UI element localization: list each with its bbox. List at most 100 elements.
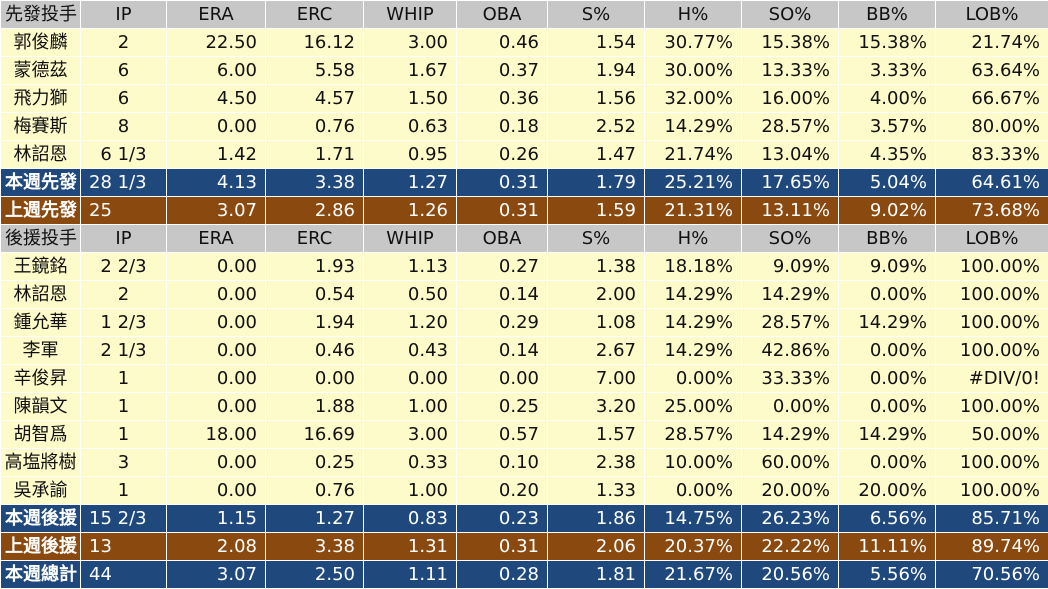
stat-cell-whip: 0.63 — [364, 113, 457, 141]
stat-cell-oba: 0.10 — [457, 449, 548, 477]
stat-cell-whip: 3.00 — [364, 29, 457, 57]
stat-cell-so-pct: 26.23% — [742, 505, 839, 533]
stat-cell-oba: 0.31 — [457, 169, 548, 197]
stat-cell-bb-pct: 3.57% — [839, 113, 936, 141]
stat-cell-oba: 0.29 — [457, 309, 548, 337]
stat-cell-s-pct: 1.38 — [548, 253, 645, 281]
stat-cell-bb-pct: 5.56% — [839, 561, 936, 589]
pitcher-name: 上週先發 — [1, 197, 81, 225]
stat-cell-so-pct: 22.22% — [742, 533, 839, 561]
stat-cell-h-pct: 10.00% — [645, 449, 742, 477]
stat-cell-h-pct: 0.00% — [645, 477, 742, 505]
stat-cell-whip: 1.20 — [364, 309, 457, 337]
stat-cell-so-pct: 0.00% — [742, 393, 839, 421]
stat-cell-oba: 0.46 — [457, 29, 548, 57]
stat-cell-so-pct: 20.00% — [742, 477, 839, 505]
stat-cell-erc: 16.12 — [266, 29, 364, 57]
stat-cell-so-pct: 17.65% — [742, 169, 839, 197]
stat-cell-s-pct: 3.20 — [548, 393, 645, 421]
stat-cell-lob-pct: 21.74% — [936, 29, 1048, 57]
stat-cell-bb-pct: 0.00% — [839, 393, 936, 421]
stat-cell-ip: 1 — [81, 365, 167, 393]
stat-cell-whip: 1.67 — [364, 57, 457, 85]
stat-cell-h-pct: 14.29% — [645, 113, 742, 141]
stat-cell-h-pct: 30.00% — [645, 57, 742, 85]
stat-cell-bb-pct: 0.00% — [839, 449, 936, 477]
stat-cell-lob-pct: #DIV/0! — [936, 365, 1048, 393]
stat-cell-so-pct: 13.04% — [742, 141, 839, 169]
stat-cell-ip: 8 — [81, 113, 167, 141]
column-header-3: WHIP — [364, 1, 457, 29]
column-header-5: S% — [548, 225, 645, 253]
stat-cell-s-pct: 1.59 — [548, 197, 645, 225]
stat-cell-h-pct: 21.67% — [645, 561, 742, 589]
stat-cell-so-pct: 13.33% — [742, 57, 839, 85]
column-header-9: LOB% — [936, 225, 1048, 253]
column-header-1: ERA — [167, 225, 266, 253]
stat-cell-era: 0.00 — [167, 113, 266, 141]
stat-cell-oba: 0.31 — [457, 197, 548, 225]
stat-cell-era: 6.00 — [167, 57, 266, 85]
stat-cell-s-pct: 2.38 — [548, 449, 645, 477]
stat-cell-whip: 1.11 — [364, 561, 457, 589]
column-header-7: SO% — [742, 225, 839, 253]
stat-cell-erc: 1.71 — [266, 141, 364, 169]
stat-cell-whip: 0.50 — [364, 281, 457, 309]
stat-cell-erc: 16.69 — [266, 421, 364, 449]
stat-cell-so-pct: 14.29% — [742, 281, 839, 309]
stat-cell-era: 0.00 — [167, 309, 266, 337]
stat-cell-bb-pct: 15.38% — [839, 29, 936, 57]
stat-cell-ip: 1 2/3 — [81, 309, 167, 337]
stat-cell-so-pct: 15.38% — [742, 29, 839, 57]
stat-cell-erc: 5.58 — [266, 57, 364, 85]
stat-cell-h-pct: 30.77% — [645, 29, 742, 57]
pitcher-name: 鍾允華 — [1, 309, 81, 337]
stat-cell-bb-pct: 0.00% — [839, 281, 936, 309]
stat-cell-lob-pct: 63.64% — [936, 57, 1048, 85]
stat-cell-ip: 2 — [81, 281, 167, 309]
stat-cell-erc: 1.88 — [266, 393, 364, 421]
stat-cell-lob-pct: 50.00% — [936, 421, 1048, 449]
stat-cell-era: 18.00 — [167, 421, 266, 449]
stat-cell-erc: 0.76 — [266, 113, 364, 141]
stat-cell-bb-pct: 14.29% — [839, 421, 936, 449]
stat-cell-h-pct: 14.29% — [645, 281, 742, 309]
stat-cell-lob-pct: 100.00% — [936, 337, 1048, 365]
stat-cell-so-pct: 9.09% — [742, 253, 839, 281]
stat-cell-bb-pct: 6.56% — [839, 505, 936, 533]
stat-cell-h-pct: 21.74% — [645, 141, 742, 169]
pitcher-name: 上週後援 — [1, 533, 81, 561]
stat-cell-lob-pct: 100.00% — [936, 309, 1048, 337]
column-header-2: ERC — [266, 1, 364, 29]
stat-cell-ip: 3 — [81, 449, 167, 477]
stat-cell-oba: 0.57 — [457, 421, 548, 449]
stat-cell-oba: 0.00 — [457, 365, 548, 393]
stat-cell-h-pct: 25.00% — [645, 393, 742, 421]
stat-cell-era: 3.07 — [167, 561, 266, 589]
stat-cell-whip: 3.00 — [364, 421, 457, 449]
stat-cell-erc: 3.38 — [266, 533, 364, 561]
stat-cell-h-pct: 28.57% — [645, 421, 742, 449]
stat-cell-so-pct: 33.33% — [742, 365, 839, 393]
stat-cell-h-pct: 21.31% — [645, 197, 742, 225]
stat-cell-s-pct: 1.54 — [548, 29, 645, 57]
stat-cell-erc: 4.57 — [266, 85, 364, 113]
column-header-8: BB% — [839, 225, 936, 253]
stat-cell-era: 0.00 — [167, 449, 266, 477]
stat-cell-era: 0.00 — [167, 365, 266, 393]
pitcher-name: 本週後援 — [1, 505, 81, 533]
stat-cell-whip: 0.83 — [364, 505, 457, 533]
stat-cell-era: 4.50 — [167, 85, 266, 113]
stat-cell-era: 0.00 — [167, 477, 266, 505]
stat-cell-bb-pct: 9.09% — [839, 253, 936, 281]
stat-cell-whip: 1.31 — [364, 533, 457, 561]
stat-cell-so-pct: 20.56% — [742, 561, 839, 589]
